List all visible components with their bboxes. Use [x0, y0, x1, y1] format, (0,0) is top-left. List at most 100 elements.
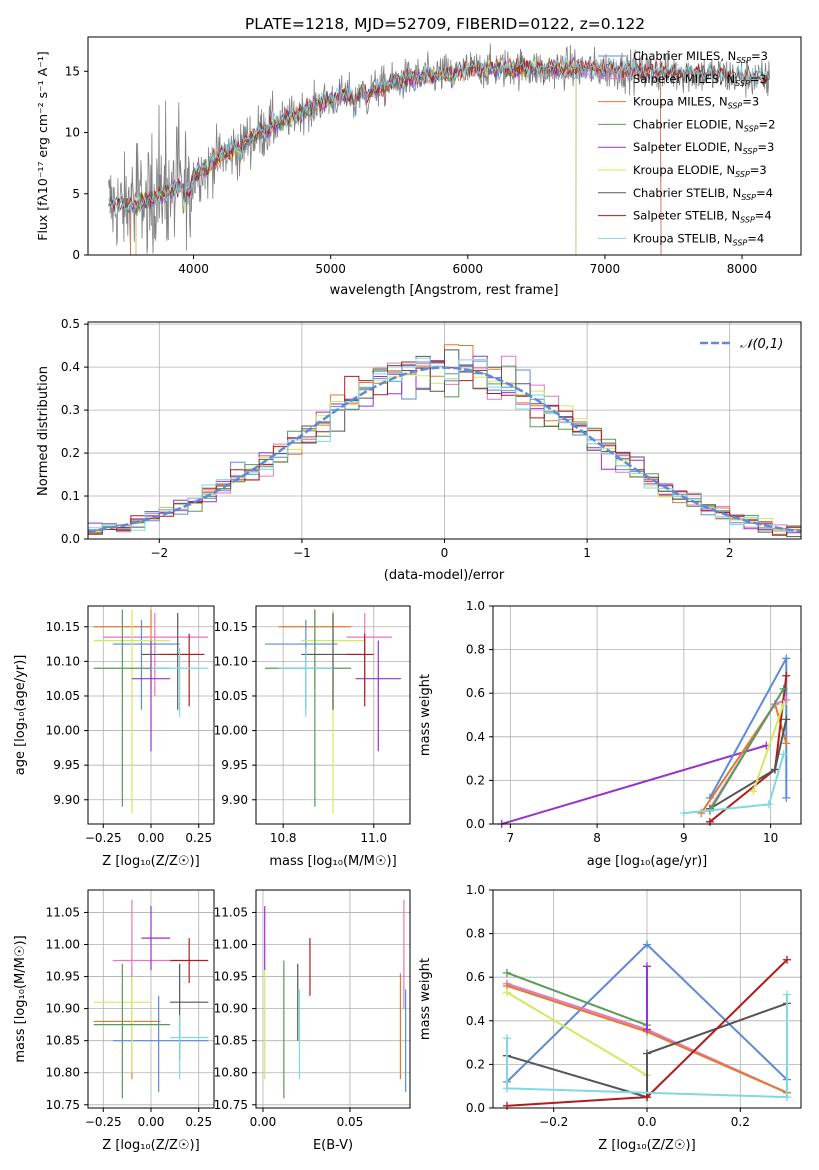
ytick-label: 0.4 — [466, 1014, 485, 1028]
weight-marker-chabrier-stelib — [782, 715, 791, 724]
legend-count: =3 — [757, 140, 774, 154]
legend-label-kroupa-stelib: Kroupa STELIB, NSSP=4 — [633, 231, 764, 247]
model-spectrum-salpeter-stelib — [108, 57, 770, 211]
weight-marker-kroupa-elodie — [503, 988, 511, 997]
legend-subscript: SSP — [728, 102, 743, 111]
ytick-label: 0.2 — [466, 1057, 485, 1071]
histogram-salpeter-stelib — [88, 360, 801, 536]
spectrum-xtick-label: 6000 — [453, 262, 484, 276]
weight-line-chabrier-elodie — [506, 971, 648, 1027]
normal-legend-label: 𝒩(0,1) — [740, 337, 783, 352]
mass-vs-Z-panel: −0.25 0.00 0.25 10.75 10.80 10.85 10.90 10.95 11… — [13, 889, 215, 1153]
ytick-label: 10.75 — [214, 1098, 248, 1112]
weight-marker-chabrier-miles — [782, 793, 791, 802]
model-spectrum-chabrier-elodie — [135, 57, 577, 256]
xtick-label: 0.25 — [185, 831, 212, 845]
spectrum-xtick-label: 4000 — [178, 262, 209, 276]
xtick-label: 0.0 — [637, 1115, 656, 1129]
legend-count: =2 — [759, 117, 776, 131]
spectrum-ytick-label: 15 — [65, 64, 80, 78]
xtick-label: 0.25 — [185, 1115, 212, 1129]
xtick-label: 7 — [507, 831, 515, 845]
xtick-label: −0.25 — [85, 831, 122, 845]
ytick-label: 9.95 — [53, 758, 80, 772]
weight-marker-salpeter-stelib — [643, 1093, 651, 1102]
residuals-xtick-label: −2 — [150, 546, 168, 560]
ytick-label: 11.05 — [46, 905, 80, 919]
weight-marker-salpeter-stelib — [782, 671, 791, 680]
ytick-label: 9.90 — [221, 793, 248, 807]
legend-label-chabrier-miles: Chabrier MILES, NSSP=3 — [633, 49, 768, 65]
legend-subscript: SSP — [743, 147, 758, 156]
weight-marker-kroupa-stelib — [779, 750, 788, 759]
residuals-xlabel: (data-model)/error — [384, 568, 505, 583]
xlabel: Z [log₁₀(Z/Z☉)] — [102, 854, 199, 869]
legend-subscript: SSP — [735, 79, 750, 88]
legend-subscript: SSP — [740, 216, 755, 225]
ytick-label: 10.05 — [46, 689, 80, 703]
weight-marker-kroupa-stelib — [503, 1034, 511, 1043]
axes-frame — [492, 605, 802, 825]
weight-marker-salpeter-stelib — [503, 1101, 511, 1110]
legend-count: =3 — [751, 49, 768, 63]
xtick-label: 0.00 — [138, 1115, 165, 1129]
weight-marker-chabrier-elodie — [503, 968, 511, 977]
xtick-label: 0.05 — [337, 1115, 364, 1129]
residuals-ytick-label: 0.3 — [61, 403, 80, 417]
ytick-label: 10.90 — [214, 1002, 248, 1016]
ytick-label: 0.4 — [466, 730, 485, 744]
ytick-label: 11.05 — [214, 905, 248, 919]
ytick-label: 0.0 — [466, 817, 485, 831]
weight-line-kroupa-elodie — [506, 991, 648, 1077]
weight-marker-kroupa-stelib — [764, 800, 773, 809]
ytick-label: 0.0 — [466, 1101, 485, 1115]
ytick-label: 10.85 — [214, 1034, 248, 1048]
ytick-label: 10.00 — [214, 724, 248, 738]
weight-vs-Z-panel: −0.2 0.0 0.2 0.0 0.2 0.4 0.6 0.8 1.0 Z [log₁₀(Z/Z… — [418, 883, 802, 1153]
age-vs-mass-panel: 10.8 11.0 9.90 9.95 10.00 10.05 10.10 10.15 mass… — [214, 605, 411, 869]
ytick-label: 10.15 — [214, 620, 248, 634]
spectrum-ytick-label: 0 — [72, 248, 80, 262]
ytick-label: 9.90 — [53, 793, 80, 807]
ytick-label: 10.80 — [46, 1066, 80, 1080]
residuals-panel: −2 −1 0 1 2 0.0 0.1 0.2 0.3 0.4 0.5 𝒩(0,1) (data-m… — [36, 317, 802, 583]
legend-count: =3 — [750, 72, 767, 86]
legend-label-salpeter-elodie: Salpeter ELODIE, NSSP=3 — [633, 140, 774, 156]
weight-marker-salpeter-stelib — [783, 955, 791, 964]
residuals-ytick-label: 0.1 — [61, 489, 80, 503]
xlabel: age [log₁₀(age/yr)] — [587, 854, 708, 869]
ytick-label: 10.75 — [46, 1098, 80, 1112]
ytick-label: 0.6 — [466, 970, 485, 984]
model-spectrum-kroupa-elodie — [135, 57, 577, 256]
ylabel: mass weight — [418, 674, 433, 756]
ytick-label: 10.15 — [46, 620, 80, 634]
legend-label-chabrier-stelib: Chabrier STELIB, NSSP=4 — [633, 186, 773, 202]
xtick-label: 9 — [680, 831, 688, 845]
weight-marker-kroupa-elodie — [779, 700, 788, 709]
xtick-label: 0.00 — [138, 831, 165, 845]
model-spectrum-kroupa-stelib — [108, 55, 770, 213]
ytick-label: 0.2 — [466, 773, 485, 787]
residuals-ylabel: Normed distribution — [36, 366, 51, 496]
residuals-ytick-label: 0.0 — [61, 532, 80, 546]
legend-subscript: SSP — [733, 238, 748, 247]
spectrum-axes-frame — [87, 36, 802, 256]
legend-subscript: SSP — [741, 193, 756, 202]
axes-frame — [255, 605, 411, 825]
ytick-label: 10.95 — [214, 970, 248, 984]
ylabel: mass weight — [418, 958, 433, 1040]
spectrum-ytick-label: 10 — [65, 126, 80, 140]
legend-label-kroupa-miles: Kroupa MILES, NSSP=3 — [633, 95, 759, 111]
residuals-ytick-label: 0.2 — [61, 446, 80, 460]
legend-label-salpeter-stelib: Salpeter STELIB, NSSP=4 — [633, 209, 772, 225]
ytick-label: 10.00 — [46, 724, 80, 738]
xtick-label: −0.25 — [85, 1115, 122, 1129]
legend-count: =4 — [747, 231, 764, 245]
xtick-label: 10.8 — [270, 831, 297, 845]
residuals-xtick-label: 2 — [726, 546, 734, 560]
ytick-label: 10.10 — [214, 654, 248, 668]
residuals-ytick-label: 0.5 — [61, 317, 80, 331]
weight-marker-salpeter-elodie — [643, 962, 651, 971]
spectrum-xtick-label: 7000 — [590, 262, 621, 276]
